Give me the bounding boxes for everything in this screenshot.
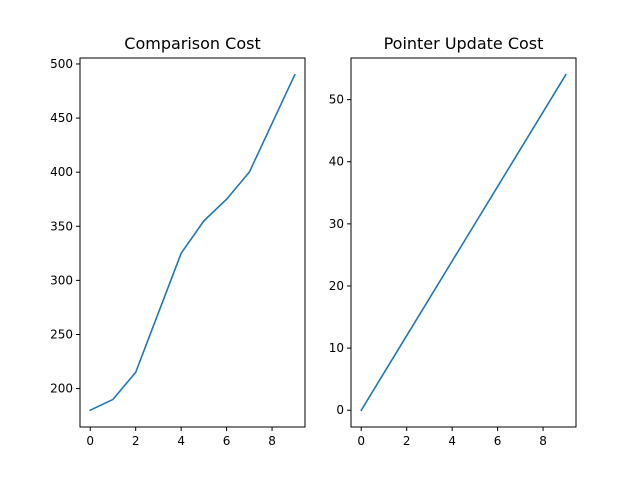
chart-pointer-update-cost: Pointer Update Cost 0 2 4 6 8 0 10 20 30 40 50 [329,34,577,448]
x-tick-label: 4 [177,434,185,448]
y-tick-label: 400 [50,165,73,179]
axes-frame [350,57,577,428]
y-tick-label: 450 [50,111,73,125]
chart-title: Pointer Update Cost [384,34,544,53]
y-tick-label: 300 [50,273,73,287]
y-tick-label: 20 [329,279,344,293]
x-tick-label: 6 [223,434,231,448]
series-line [360,73,567,412]
x-tick-label: 2 [132,434,140,448]
series-line [89,73,296,412]
x-tick-label: 4 [448,434,456,448]
y-tick-label: 0 [336,403,344,417]
y-tick-label: 500 [50,57,73,71]
x-tick-label: 0 [357,434,365,448]
y-tick-label: 50 [329,93,344,107]
x-tick-label: 6 [494,434,502,448]
x-tick-label: 8 [539,434,547,448]
chart-comparison-cost: Comparison Cost 0 2 4 6 8 200 250 300 350 400 450 50… [50,34,306,448]
y-tick-label: 350 [50,219,73,233]
axes-frame [79,57,306,428]
x-tick-label: 8 [268,434,276,448]
y-tick-label: 30 [329,217,344,231]
y-tick-label: 250 [50,327,73,341]
chart-title: Comparison Cost [124,34,260,53]
y-tick-label: 10 [329,341,344,355]
x-tick-label: 0 [86,434,94,448]
y-tick-label: 40 [329,155,344,169]
y-tick-label: 200 [50,382,73,396]
x-tick-label: 2 [403,434,411,448]
